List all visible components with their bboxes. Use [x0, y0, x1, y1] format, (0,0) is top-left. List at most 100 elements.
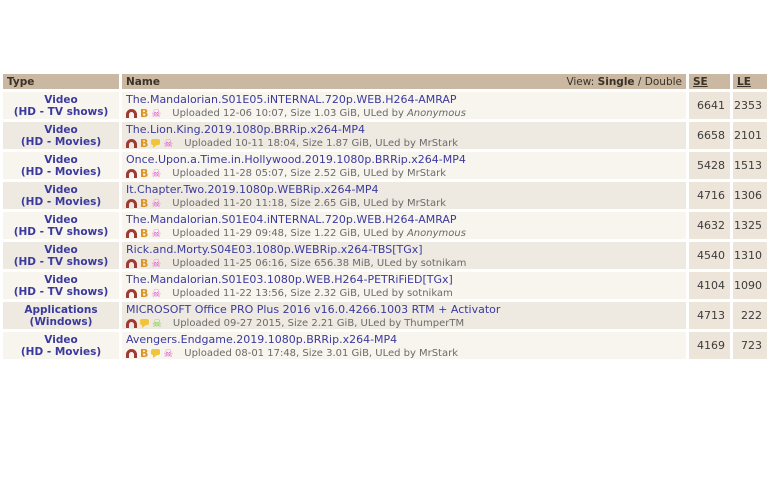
leechers-cell: 2101: [733, 122, 767, 149]
torrent-name: The.Mandalorian.S01E04.iNTERNAL.720p.WEB…: [126, 213, 686, 226]
se-sort-link[interactable]: SE: [693, 75, 708, 88]
torrent-name-link[interactable]: Once.Upon.a.Time.in.Hollywood.2019.1080p…: [126, 152, 466, 166]
uploader-link[interactable]: MrStark: [418, 137, 458, 149]
leechers-cell: 1325: [733, 212, 767, 239]
trusted-skull-icon: ☠: [163, 346, 174, 360]
torrent-name: Avengers.Endgame.2019.1080p.BRRip.x264-M…: [126, 333, 686, 346]
magnet-icon[interactable]: [126, 319, 137, 328]
torrent-row: Applications (Windows) MICROSOFT Office …: [3, 302, 767, 329]
uploader-link: Anonymous: [406, 227, 466, 239]
subcategory-link[interactable]: (HD - Movies): [20, 135, 102, 148]
torrent-name-link[interactable]: Avengers.Endgame.2019.1080p.BRRip.x264-M…: [126, 332, 398, 346]
torrent-details: B ☠ Uploaded 11-29 09:48, Size 1.22 GiB, …: [126, 228, 686, 239]
magnet-icon[interactable]: [126, 259, 137, 268]
torrent-name-link[interactable]: The.Mandalorian.S01E03.1080p.WEB.H264-PE…: [126, 272, 453, 286]
results-header: Type View: Single / Double Name SE LE: [3, 74, 767, 89]
type-cell: Video (HD - Movies): [3, 122, 119, 149]
leechers-cell: 1310: [733, 242, 767, 269]
comment-bubble-icon: [151, 139, 161, 148]
b-badge-icon: B: [140, 136, 149, 150]
category-link[interactable]: Video: [44, 273, 78, 286]
name-cell: It.Chapter.Two.2019.1080p.WEBRip.x264-MP…: [122, 182, 686, 209]
magnet-icon[interactable]: [126, 109, 137, 118]
subcategory-link[interactable]: (HD - Movies): [20, 195, 102, 208]
torrent-row: Video (HD - TV shows) The.Mandalorian.S0…: [3, 212, 767, 239]
header-row: Type View: Single / Double Name SE LE: [3, 74, 767, 89]
icon-group: ☠: [126, 318, 162, 329]
seeders-cell: 4713: [689, 302, 730, 329]
subcategory-link[interactable]: (HD - Movies): [20, 165, 102, 178]
name-cell: Once.Upon.a.Time.in.Hollywood.2019.1080p…: [122, 152, 686, 179]
category-link[interactable]: Video: [44, 213, 78, 226]
leechers-cell: 1090: [733, 272, 767, 299]
seeders-cell: 4169: [689, 332, 730, 359]
uploader-link[interactable]: MrStark: [406, 197, 446, 209]
trusted-skull-icon: ☠: [151, 226, 162, 240]
subcategory-link[interactable]: (HD - TV shows): [13, 105, 109, 118]
icon-group: B ☠: [126, 228, 161, 239]
name-cell: The.Mandalorian.S01E05.iNTERNAL.720p.WEB…: [122, 92, 686, 119]
uploader-link[interactable]: MrStark: [406, 167, 446, 179]
torrent-name-link[interactable]: The.Mandalorian.S01E04.iNTERNAL.720p.WEB…: [126, 212, 457, 226]
b-badge-icon: B: [140, 256, 149, 270]
search-results-table: Type View: Single / Double Name SE LE Vi…: [0, 71, 770, 362]
torrent-name: Rick.and.Morty.S04E03.1080p.WEBRip.x264-…: [126, 243, 686, 256]
view-single-option[interactable]: Single: [597, 75, 635, 88]
magnet-icon[interactable]: [126, 289, 137, 298]
torrent-name-link[interactable]: The.Lion.King.2019.1080p.BRRip.x264-MP4: [126, 122, 365, 136]
type-cell: Video (HD - Movies): [3, 332, 119, 359]
seeders-cell: 5428: [689, 152, 730, 179]
trusted-skull-icon: ☠: [151, 106, 162, 120]
torrent-name-link[interactable]: It.Chapter.Two.2019.1080p.WEBRip.x264-MP…: [126, 182, 379, 196]
magnet-icon[interactable]: [126, 139, 137, 148]
magnet-icon[interactable]: [126, 169, 137, 178]
upload-details-text: Uploaded 09-27 2015, Size 2.21 GiB, ULed…: [172, 317, 465, 329]
category-link[interactable]: Video: [44, 123, 78, 136]
subcategory-link[interactable]: (HD - TV shows): [13, 255, 109, 268]
torrent-name-link[interactable]: MICROSOFT Office PRO Plus 2016 v16.0.426…: [126, 302, 501, 316]
torrent-name-link[interactable]: Rick.and.Morty.S04E03.1080p.WEBRip.x264-…: [126, 242, 423, 256]
view-double-link[interactable]: Double: [644, 75, 682, 88]
comment-bubble-icon: [140, 319, 149, 328]
name-column-header: View: Single / Double Name: [122, 74, 686, 89]
view-switch: View: Single / Double: [566, 76, 682, 88]
torrent-name-link[interactable]: The.Mandalorian.S01E05.iNTERNAL.720p.WEB…: [126, 92, 457, 106]
icon-group: B ☠: [126, 168, 161, 179]
category-link[interactable]: Video: [44, 93, 78, 106]
category-link[interactable]: Video: [44, 153, 78, 166]
subcategory-link[interactable]: (HD - Movies): [20, 345, 102, 358]
le-sort-link[interactable]: LE: [737, 75, 751, 88]
uploader-link[interactable]: sotnikam: [406, 287, 453, 299]
results-body: Video (HD - TV shows) The.Mandalorian.S0…: [3, 92, 767, 359]
view-label: View:: [566, 75, 595, 88]
torrent-details: B ☠ Uploaded 08-01 17:48, Size 3.01 GiB, …: [126, 348, 686, 359]
magnet-icon[interactable]: [126, 349, 137, 358]
icon-group: B ☠: [126, 288, 161, 299]
upload-details-text: Uploaded 08-01 17:48, Size 3.01 GiB, ULe…: [184, 347, 458, 359]
torrent-details: B ☠ Uploaded 11-25 06:16, Size 656.38 MiB…: [126, 258, 686, 269]
subcategory-link[interactable]: (HD - TV shows): [13, 225, 109, 238]
torrent-details: B ☠ Uploaded 11-28 05:07, Size 2.52 GiB, …: [126, 168, 686, 179]
category-link[interactable]: Applications: [24, 303, 98, 316]
torrent-name: It.Chapter.Two.2019.1080p.WEBRip.x264-MP…: [126, 183, 686, 196]
leechers-cell: 1513: [733, 152, 767, 179]
upload-details-text: Uploaded 12-06 10:07, Size 1.03 GiB, ULe…: [172, 107, 466, 119]
category-link[interactable]: Video: [44, 333, 78, 346]
subcategory-link[interactable]: (Windows): [29, 315, 93, 328]
icon-group: B ☠: [126, 258, 161, 269]
icon-group: B ☠: [126, 348, 173, 359]
category-link[interactable]: Video: [44, 183, 78, 196]
magnet-icon[interactable]: [126, 229, 137, 238]
uploader-link[interactable]: ThumperTM: [404, 317, 465, 329]
uploader-link[interactable]: MrStark: [418, 347, 458, 359]
trusted-skull-icon: ☠: [151, 286, 162, 300]
icon-group: B ☠: [126, 198, 161, 209]
subcategory-link[interactable]: (HD - TV shows): [13, 285, 109, 298]
category-link[interactable]: Video: [44, 243, 78, 256]
magnet-icon[interactable]: [126, 199, 137, 208]
b-badge-icon: B: [140, 226, 149, 240]
seeders-cell: 6641: [689, 92, 730, 119]
leechers-cell: 2353: [733, 92, 767, 119]
uploader-link[interactable]: sotnikam: [420, 257, 467, 269]
type-cell: Applications (Windows): [3, 302, 119, 329]
